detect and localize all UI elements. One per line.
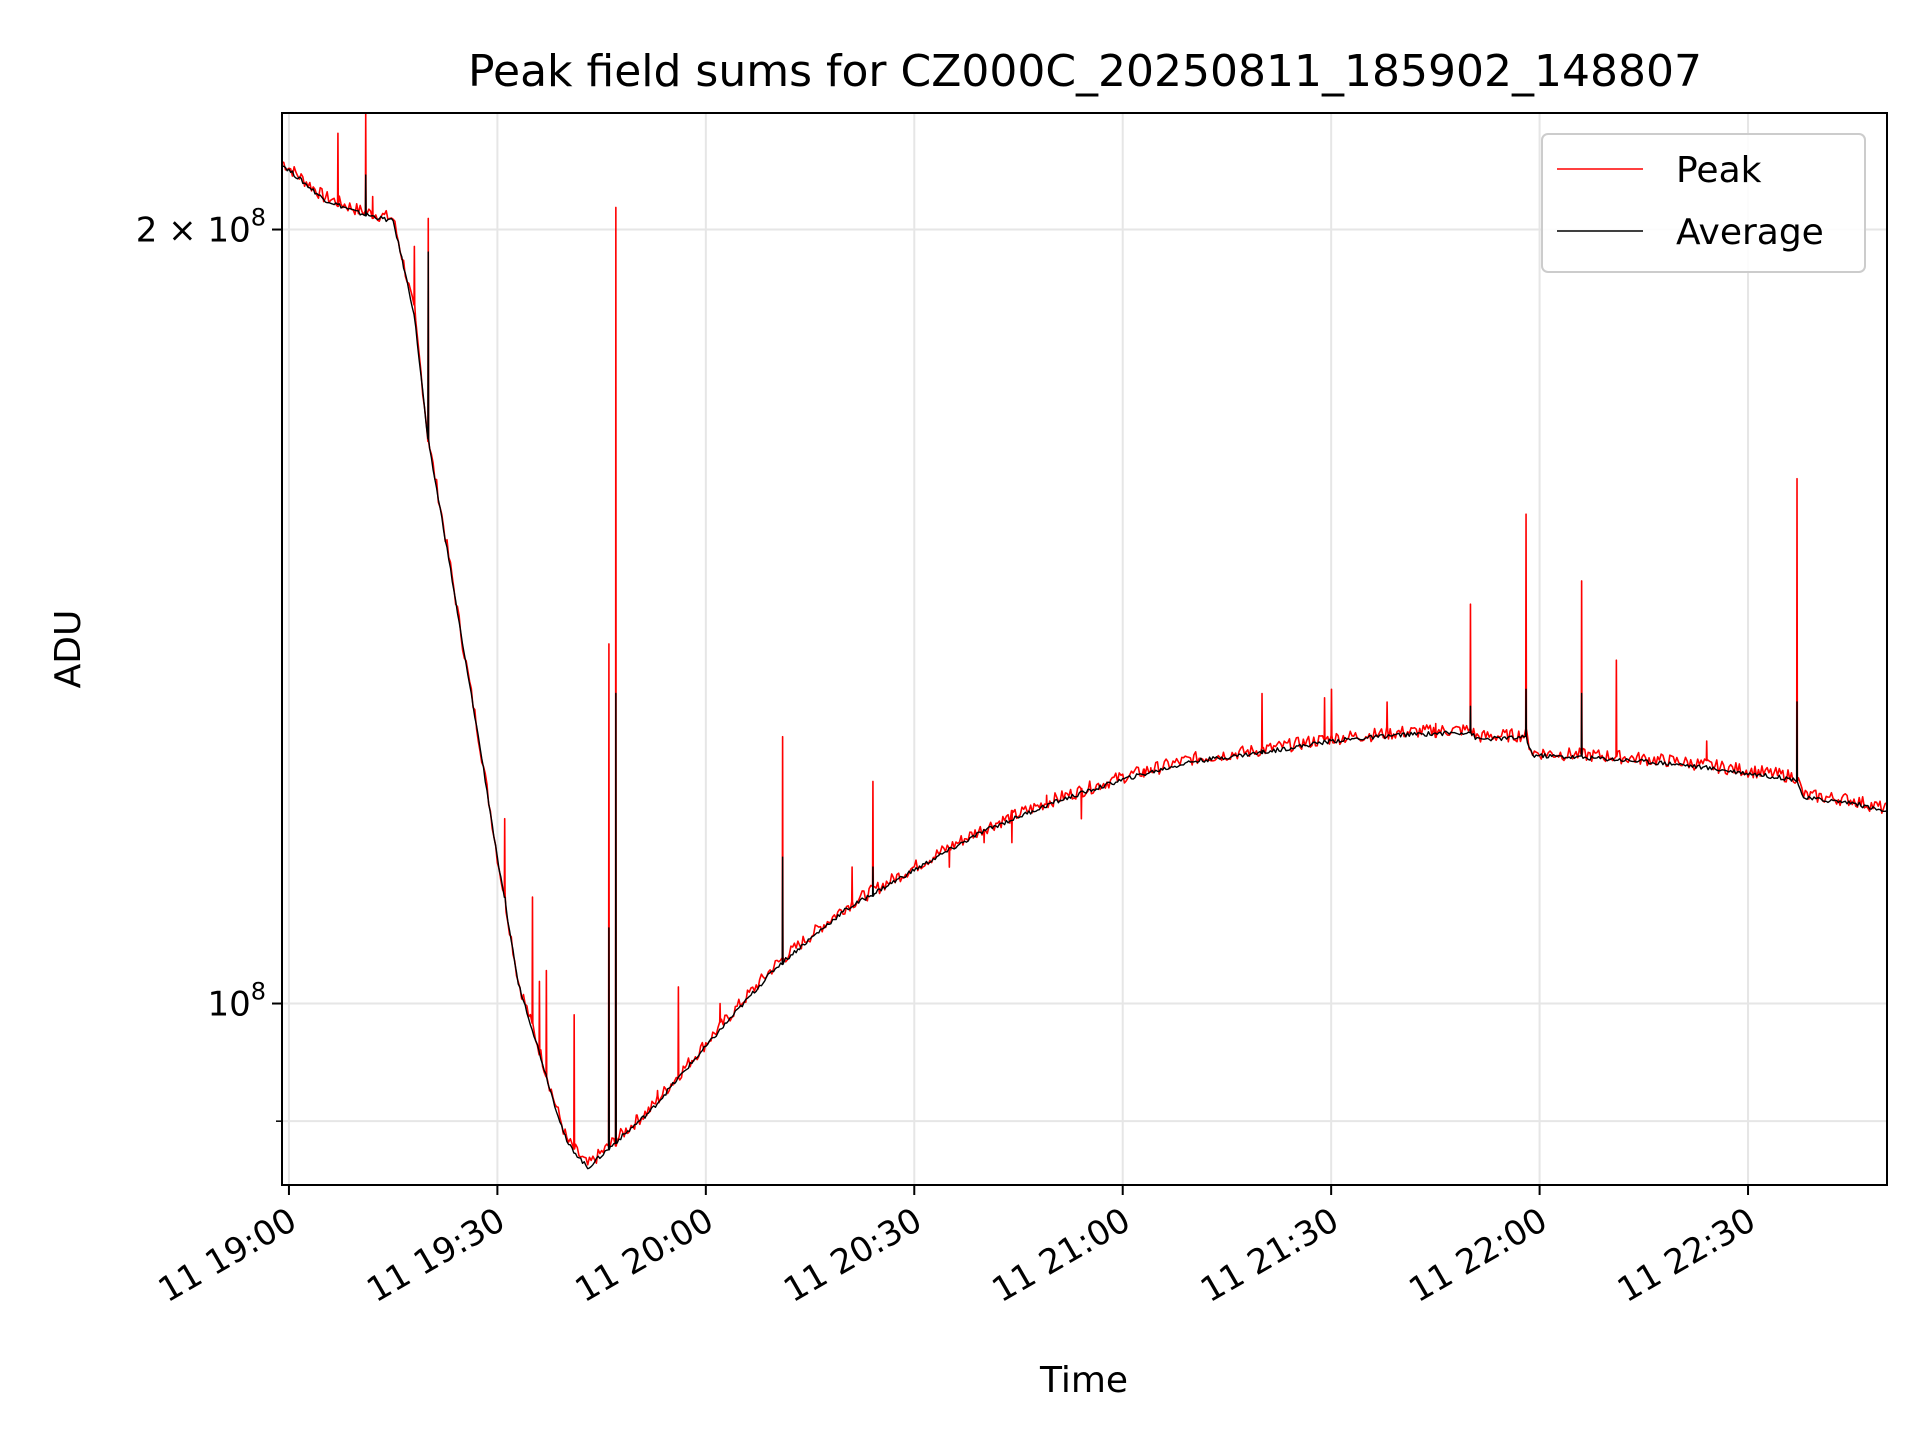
y-tick-label: 2 × 108 xyxy=(136,204,266,251)
y-tick-label-exponent: 8 xyxy=(251,978,266,1006)
plot-series xyxy=(281,112,1888,1170)
grid xyxy=(282,113,1887,1185)
legend-label-average: Average xyxy=(1676,212,1824,253)
series-line-average xyxy=(281,165,1888,1170)
legend-label-peak: Peak xyxy=(1676,150,1762,191)
y-tick-label-exponent: 8 xyxy=(251,204,266,232)
y-axis-label: ADU xyxy=(48,610,89,689)
y-tick-label-base: 2 × 10 xyxy=(136,211,251,251)
plot-frame xyxy=(281,112,1888,1186)
y-tick-label: 108 xyxy=(207,978,266,1025)
y-tick-label-base: 10 xyxy=(207,985,250,1025)
legend: Peak Average xyxy=(1541,133,1866,273)
x-axis-label: Time xyxy=(1039,1360,1128,1401)
chart-title: Peak field sums for CZ000C_20250811_1859… xyxy=(468,46,1702,97)
